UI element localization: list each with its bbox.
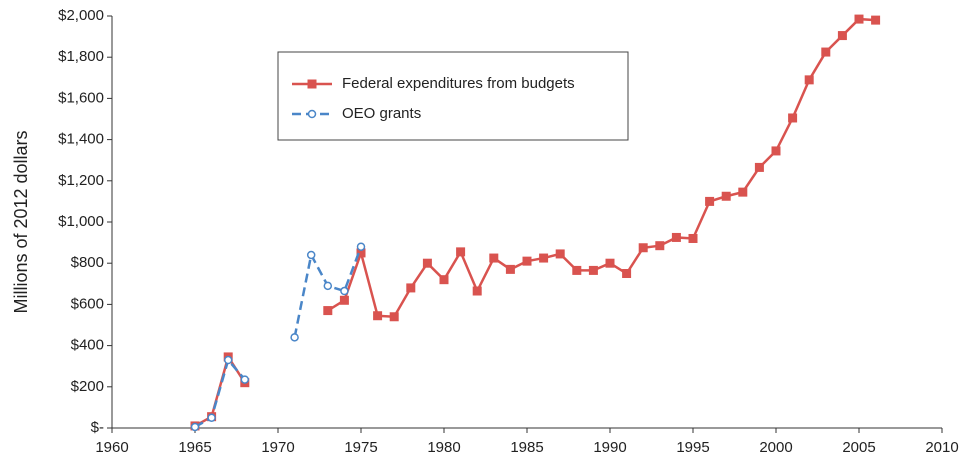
data-point: [240, 375, 250, 384]
data-point: [555, 249, 565, 259]
data-point: [456, 247, 466, 257]
data-point: [472, 286, 482, 296]
data-point: [207, 413, 216, 422]
x-tick-label: 2005: [842, 439, 875, 456]
data-point: [373, 311, 383, 321]
data-point: [655, 241, 665, 251]
legend-box: [277, 51, 629, 141]
data-point: [306, 250, 316, 260]
y-tick-label: $1,400: [58, 131, 104, 148]
y-axis-label: Millions of 2012 dollars: [11, 130, 31, 313]
x-tick-label: 1975: [344, 439, 377, 456]
data-point: [489, 253, 499, 263]
data-point: [804, 75, 814, 85]
data-point: [771, 146, 781, 156]
y-tick-label: $1,000: [58, 213, 104, 230]
x-tick-label: 2000: [759, 439, 792, 456]
x-tick-label: 1965: [178, 439, 211, 456]
y-tick-label: $400: [71, 337, 104, 354]
y-tick-label: $1,800: [58, 48, 104, 65]
y-tick-label: $800: [71, 254, 104, 271]
data-point: [505, 264, 515, 274]
y-tick-label: $1,200: [58, 172, 104, 189]
data-point: [837, 31, 847, 41]
y-tick-label: $-: [91, 419, 104, 436]
data-point: [622, 269, 632, 278]
data-point: [290, 333, 299, 342]
legend-label: OEO grants: [342, 105, 421, 122]
data-point: [754, 162, 764, 172]
x-tick-label: 1960: [95, 439, 128, 456]
data-point: [439, 275, 449, 285]
data-point: [605, 258, 615, 268]
x-tick-label: 1995: [676, 439, 709, 456]
series-line: [194, 246, 363, 429]
data-point: [389, 312, 399, 322]
data-point: [539, 253, 549, 263]
y-tick-label: $200: [71, 378, 104, 395]
data-point: [788, 113, 798, 123]
legend-swatch-marker: [307, 109, 317, 119]
data-point: [671, 232, 681, 242]
data-point: [356, 248, 366, 258]
x-tick-label: 2010: [925, 439, 958, 456]
data-point: [721, 191, 731, 201]
data-point: [522, 256, 532, 266]
data-point: [738, 187, 748, 197]
data-point: [638, 243, 648, 253]
data-point: [340, 286, 349, 296]
data-point: [223, 355, 233, 365]
data-point: [688, 233, 698, 243]
y-tick-label: $600: [71, 295, 104, 312]
data-point: [871, 15, 881, 25]
data-point: [572, 265, 582, 275]
data-point: [705, 196, 715, 206]
y-tick-label: $2,000: [58, 7, 104, 24]
data-point: [356, 242, 366, 251]
data-point: [323, 281, 333, 291]
data-point: [854, 14, 864, 24]
data-point: [588, 265, 598, 275]
data-point: [406, 283, 416, 293]
data-point: [190, 422, 200, 432]
data-point: [339, 295, 349, 305]
legend-label: Federal expenditures from budgets: [342, 75, 575, 92]
x-tick-label: 1985: [510, 439, 543, 456]
x-tick-label: 1980: [427, 439, 460, 456]
x-tick-label: 1990: [593, 439, 626, 456]
data-point: [422, 258, 432, 268]
data-point: [323, 306, 333, 316]
x-tick-label: 1970: [261, 439, 294, 456]
y-tick-label: $1,600: [58, 89, 104, 106]
data-point: [821, 47, 831, 57]
legend-swatch-marker: [307, 79, 317, 89]
